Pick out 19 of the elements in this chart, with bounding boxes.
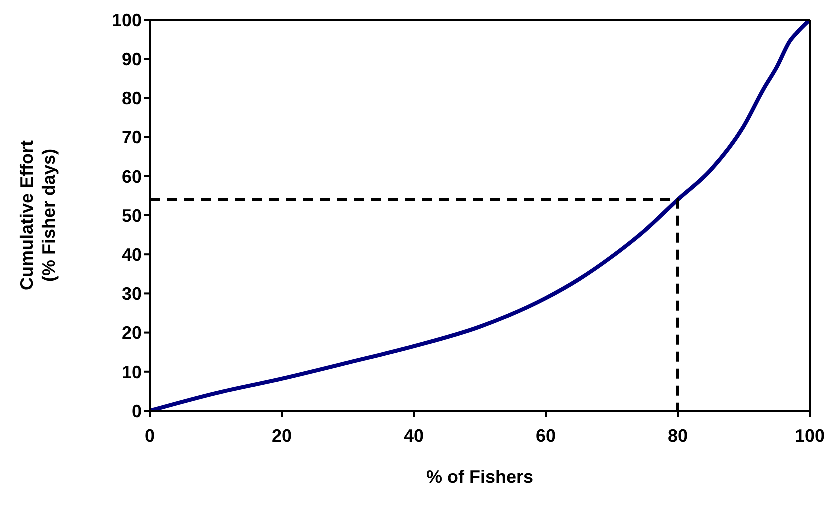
x-axis-title: % of Fishers <box>426 467 534 487</box>
y-axis-title: Cumulative Effort (% Fisher days) <box>17 140 59 291</box>
y-tick-label: 40 <box>122 244 142 265</box>
x-tick-label: 80 <box>668 426 688 446</box>
y-tick-label: 100 <box>112 10 142 30</box>
x-tick-label: 40 <box>404 426 424 446</box>
x-tick-label: 60 <box>536 426 556 446</box>
y-tick-label: 70 <box>122 128 142 148</box>
y-tick-label: 50 <box>122 206 142 226</box>
x-tick-label: 0 <box>144 426 156 446</box>
y-tick-label: 30 <box>122 284 142 304</box>
y-tick-label: 80 <box>122 88 142 109</box>
y-tick-label: 0 <box>132 401 142 422</box>
y-tick-label: 90 <box>122 49 142 70</box>
x-tick-label: 20 <box>272 426 292 446</box>
y-tick-label: 20 <box>122 323 142 344</box>
y-tick-label: 10 <box>122 362 142 382</box>
x-tick-label: 100 <box>794 426 826 446</box>
y-tick-label: 60 <box>122 166 142 187</box>
